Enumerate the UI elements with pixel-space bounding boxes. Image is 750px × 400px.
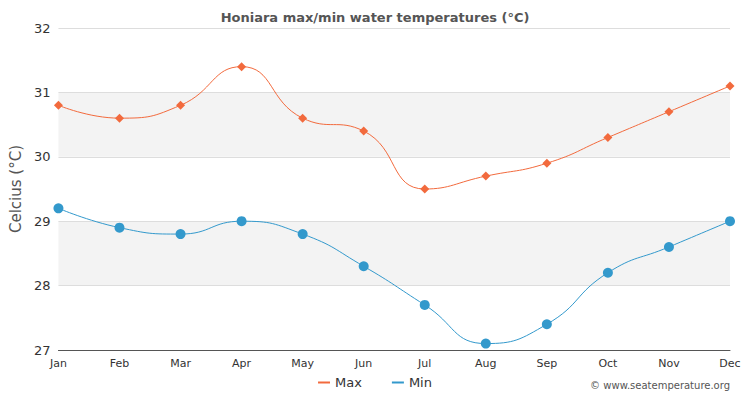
svg-text:Jul: Jul [417,357,431,370]
svg-text:Feb: Feb [110,357,129,370]
svg-text:Max: Max [335,375,362,390]
svg-text:© www.seatemperature.org: © www.seatemperature.org [590,380,730,391]
svg-text:Jun: Jun [354,357,372,370]
svg-text:Apr: Apr [232,357,252,370]
svg-text:32: 32 [34,21,51,36]
svg-text:Oct: Oct [598,357,618,370]
svg-text:Honiara max/min water temperat: Honiara max/min water temperatures (°C) [221,10,530,25]
svg-text:29: 29 [34,214,51,229]
svg-text:Min: Min [409,375,432,390]
svg-text:Sep: Sep [536,357,557,370]
svg-text:31: 31 [34,85,51,100]
svg-text:Jan: Jan [49,357,67,370]
svg-text:Nov: Nov [658,357,680,370]
svg-text:Aug: Aug [475,357,496,370]
svg-text:30: 30 [34,149,51,164]
svg-text:Mar: Mar [170,357,191,370]
svg-text:Celcius (°C): Celcius (°C) [7,145,25,233]
svg-text:27: 27 [34,343,51,358]
svg-text:Dec: Dec [719,357,740,370]
svg-text:28: 28 [34,278,51,293]
svg-text:May: May [291,357,314,370]
